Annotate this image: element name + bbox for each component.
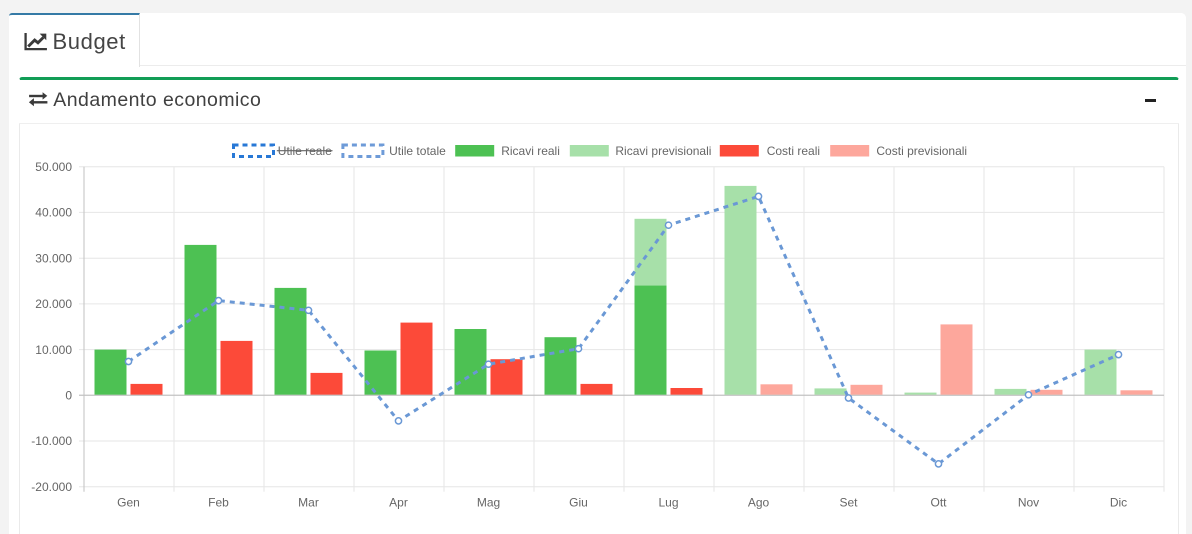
svg-text:50.000: 50.000	[35, 160, 72, 174]
svg-text:Ricavi reali: Ricavi reali	[501, 144, 560, 158]
svg-text:40.000: 40.000	[35, 206, 72, 220]
svg-text:Ago: Ago	[748, 496, 770, 510]
svg-text:Utile totale: Utile totale	[389, 144, 446, 158]
svg-text:Dic: Dic	[1110, 496, 1127, 510]
svg-text:Nov: Nov	[1018, 496, 1039, 510]
svg-text:-10.000: -10.000	[31, 434, 72, 448]
svg-text:Feb: Feb	[208, 496, 229, 510]
svg-text:Mag: Mag	[477, 496, 500, 510]
svg-text:Ricavi previsionali: Ricavi previsionali	[615, 144, 711, 158]
svg-text:Costi previsionali: Costi previsionali	[876, 144, 967, 158]
svg-text:Set: Set	[839, 496, 858, 510]
svg-text:Apr: Apr	[389, 496, 408, 510]
svg-text:Gen: Gen	[117, 496, 140, 510]
svg-text:Giu: Giu	[569, 496, 588, 510]
svg-text:Ott: Ott	[930, 496, 947, 510]
svg-text:30.000: 30.000	[35, 251, 72, 265]
svg-text:Mar: Mar	[298, 496, 319, 510]
svg-text:-20.000: -20.000	[31, 480, 72, 494]
svg-text:Costi reali: Costi reali	[767, 144, 820, 158]
svg-text:Lug: Lug	[658, 496, 678, 510]
svg-text:0: 0	[65, 389, 72, 403]
svg-text:10.000: 10.000	[35, 343, 72, 357]
svg-text:20.000: 20.000	[35, 297, 72, 311]
